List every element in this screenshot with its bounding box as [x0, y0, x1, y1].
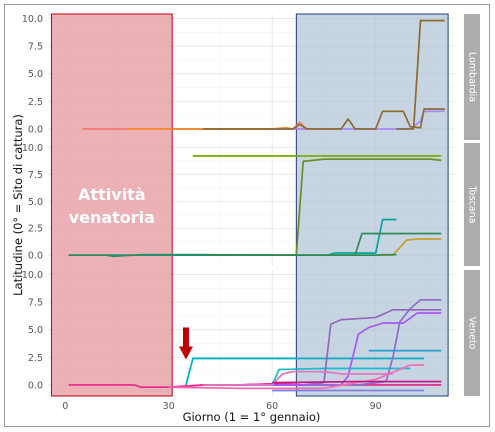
y-tick-label: 0.0 [28, 251, 43, 262]
x-tick-label: 30 [163, 401, 175, 412]
y-tick-label: 7.5 [28, 42, 43, 53]
y-tick-label: 5.0 [28, 197, 43, 208]
arrow-head [178, 346, 193, 360]
hunting-period-box [50, 13, 173, 397]
y-axis-title: Latitudine (0° = Sito di cattura) [11, 114, 25, 296]
arrow-shaft [182, 327, 189, 348]
y-tick-label: 0.0 [28, 124, 43, 135]
series-line-overlay [306, 299, 442, 386]
facet-strip [464, 143, 480, 266]
y-tick-label: 7.5 [28, 170, 43, 181]
facet-strip [464, 14, 480, 140]
series-line-overlay [203, 370, 393, 386]
series-line-overlay [168, 364, 424, 390]
y-tick-label: 10.0 [22, 14, 43, 25]
y-tick-label: 5.0 [28, 325, 43, 336]
y-tick-label: 5.0 [28, 69, 43, 80]
series-line-overlay [185, 357, 424, 386]
annotation-text-line1: Attività [78, 185, 146, 204]
y-tick-label: 10.0 [22, 270, 43, 281]
series-line-overlay [272, 380, 442, 384]
facet-label: Veneto [467, 316, 478, 349]
facet-label: Lombardia [467, 52, 478, 102]
x-tick-label: 0 [62, 401, 68, 412]
y-tick-label: 7.5 [28, 298, 43, 309]
y-tick-label: 2.5 [28, 224, 43, 235]
figure-frame [4, 4, 490, 427]
x-tick-label: 60 [266, 401, 278, 412]
annotation-text-line2: venatoria [69, 208, 155, 227]
series-line-overlay [396, 19, 445, 130]
facet-strip [464, 270, 480, 396]
x-axis-title: Giorno (1 = 1° gennaio) [183, 410, 321, 424]
series-line-overlay [203, 108, 445, 130]
y-tick-label: 2.5 [28, 97, 43, 108]
y-tick-label: 10.0 [22, 143, 43, 154]
series-line-overlay [203, 253, 397, 256]
facet-label: Toscana [467, 185, 478, 224]
y-tick-label: 2.5 [28, 353, 43, 364]
x-tick-label: 90 [370, 401, 382, 412]
y-tick-label: 0.0 [28, 380, 43, 391]
migration-period-box [295, 13, 449, 397]
